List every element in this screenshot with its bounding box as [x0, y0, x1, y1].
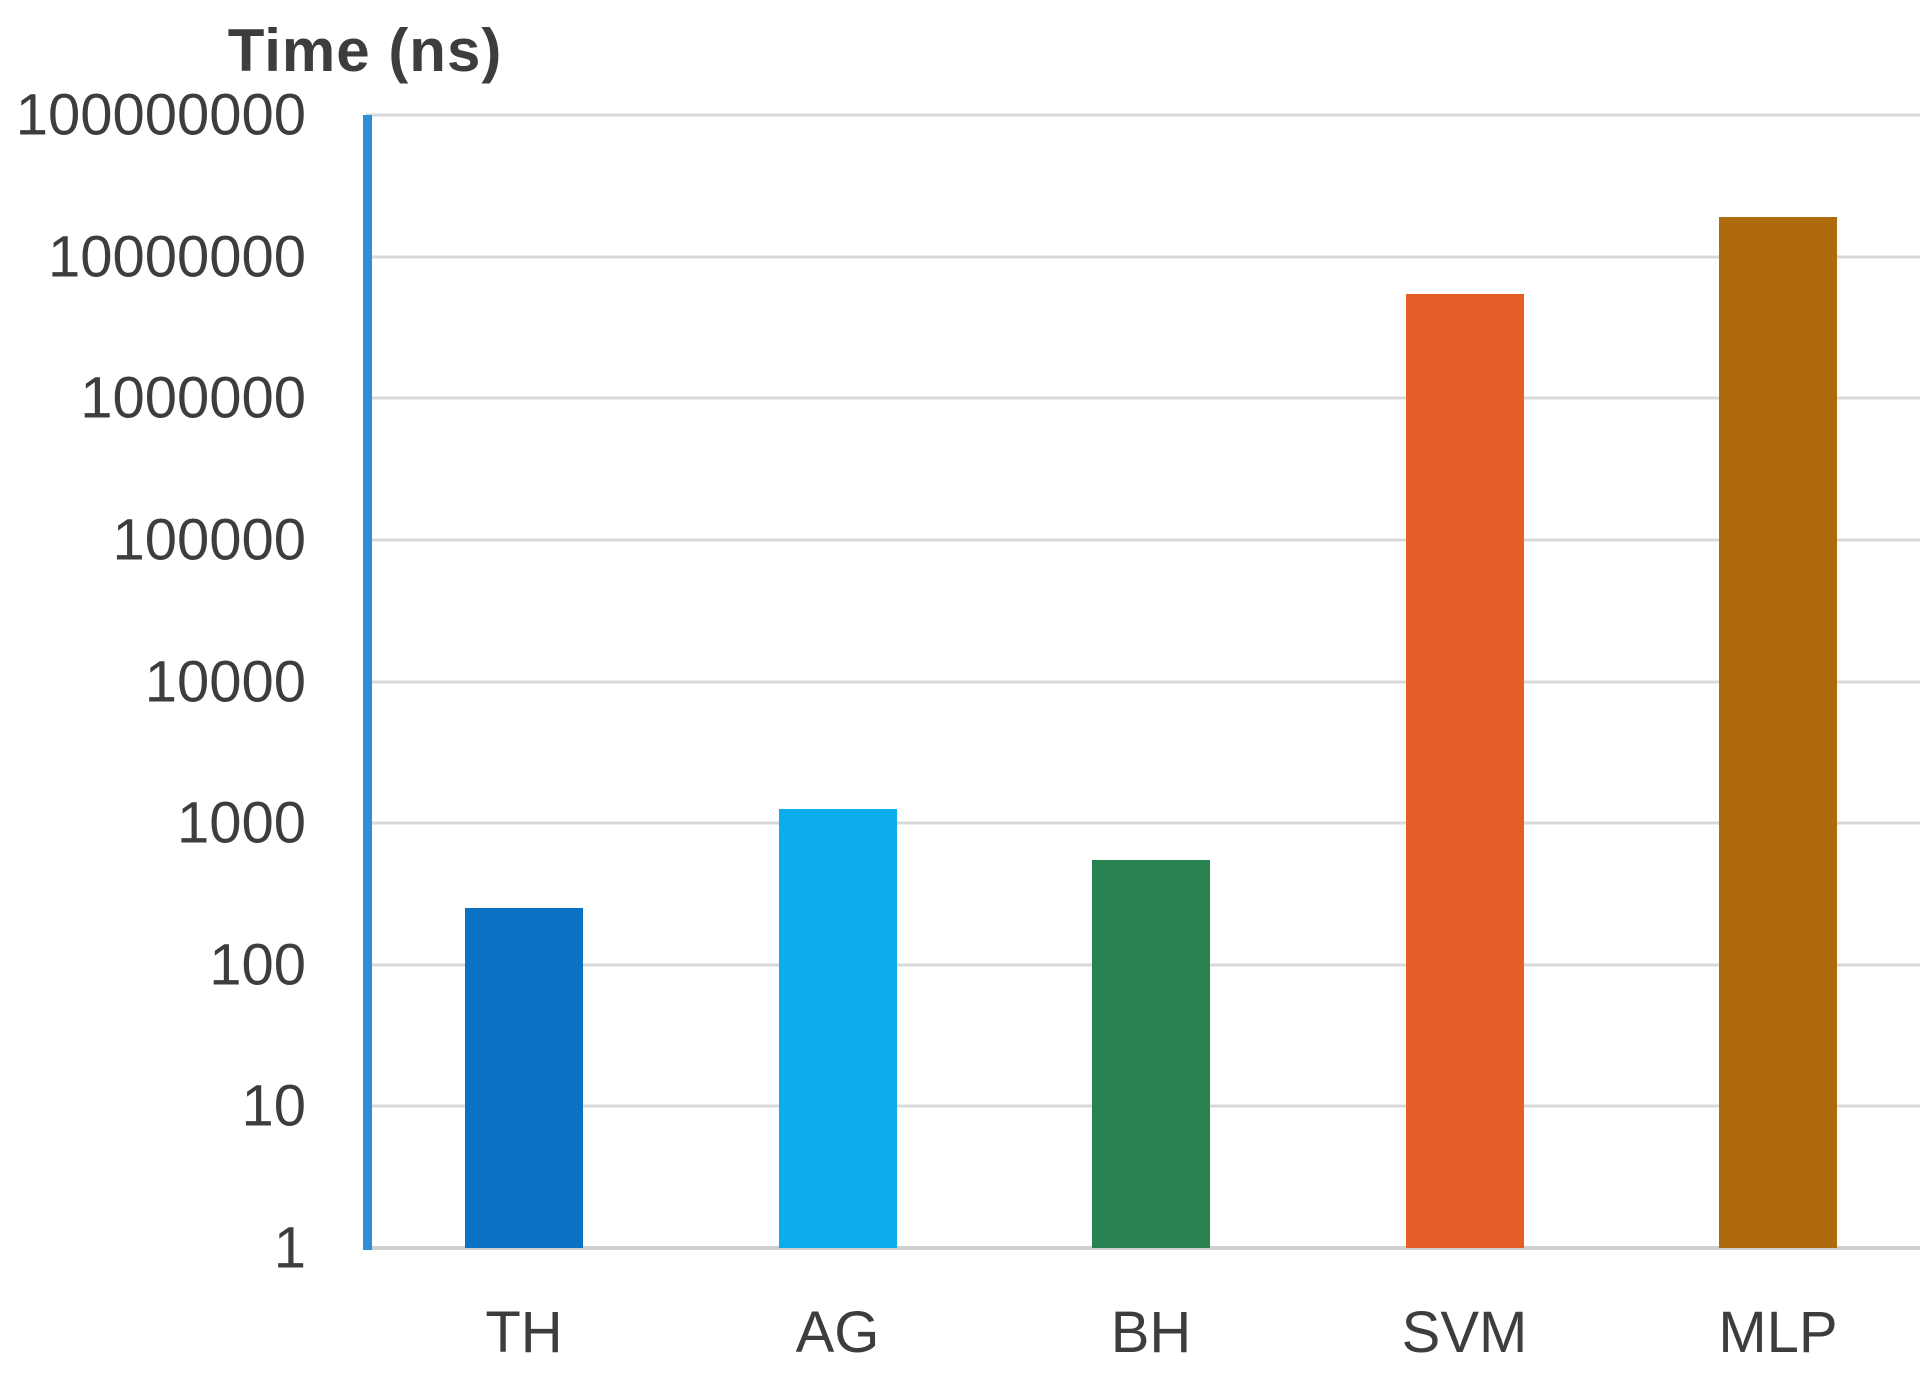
x-label-svm: SVM	[1401, 1300, 1528, 1365]
y-tick-label-100000000: 100000000	[15, 82, 306, 148]
y-tick-label-1: 1	[273, 1215, 306, 1281]
y-tick-label-100: 100	[209, 932, 306, 998]
y-tick-label-10000: 10000	[144, 649, 306, 715]
gridline-1e4	[366, 680, 1920, 684]
bar-th	[465, 908, 583, 1248]
bar-ag	[778, 809, 897, 1248]
gridline-1e5	[366, 538, 1920, 542]
y-axis-title: Time (ns)	[227, 17, 503, 84]
y-tick-label-10000000: 10000000	[47, 224, 306, 290]
gridline-1e7	[366, 255, 1920, 259]
y-tick-label-1000000: 1000000	[80, 365, 306, 431]
x-label-th: TH	[485, 1300, 563, 1365]
bar-bh	[1092, 859, 1210, 1248]
bar-mlp	[1719, 217, 1837, 1248]
gridline-1e6	[366, 396, 1920, 400]
gridline-1e8	[366, 113, 1920, 117]
x-label-ag: AG	[795, 1300, 880, 1365]
y-tick-label-100000: 100000	[112, 507, 306, 573]
x-label-bh: BH	[1110, 1300, 1192, 1365]
x-label-mlp: MLP	[1718, 1300, 1838, 1365]
bar-svm	[1405, 293, 1524, 1248]
y-tick-label-10: 10	[241, 1073, 306, 1139]
gridline-1e3	[366, 821, 1920, 825]
y-tick-label-1000: 1000	[176, 790, 306, 856]
y-axis-line	[363, 115, 372, 1250]
gridline-1e0	[366, 1246, 1920, 1250]
